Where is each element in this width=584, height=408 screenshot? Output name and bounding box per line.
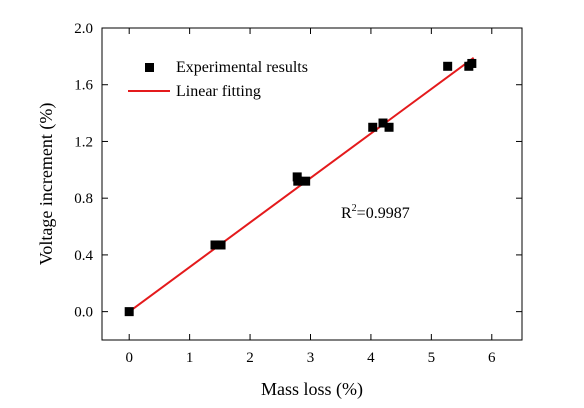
r-squared-base: R bbox=[341, 205, 352, 222]
x-tick-label: 4 bbox=[367, 350, 375, 366]
legend-label-linear: Linear fitting bbox=[176, 83, 261, 100]
x-tick-label: 0 bbox=[125, 350, 133, 366]
y-tick-label: 0.0 bbox=[74, 305, 93, 321]
x-axis-label: Mass loss (%) bbox=[261, 379, 363, 400]
y-tick-label: 1.6 bbox=[74, 78, 93, 94]
legend: Experimental results Linear fitting bbox=[128, 59, 308, 100]
data-point bbox=[216, 240, 226, 250]
data-point bbox=[210, 240, 220, 250]
x-tick-label: 3 bbox=[307, 350, 315, 366]
y-tick-label: 0.4 bbox=[74, 248, 93, 264]
r-squared-annotation: R2=0.9987 bbox=[341, 203, 410, 222]
data-point bbox=[443, 61, 453, 71]
data-point bbox=[368, 122, 378, 132]
axes: 0 1 2 3 4 5 6 0.0 0.4 0.8 1.2 1.6 2.0 bbox=[74, 21, 522, 366]
y-tick-label: 2.0 bbox=[74, 21, 93, 37]
data-point bbox=[293, 176, 303, 186]
data-point bbox=[301, 176, 311, 186]
data-point bbox=[124, 307, 134, 317]
y-tick-label: 1.2 bbox=[74, 134, 93, 150]
data-point bbox=[467, 58, 477, 68]
plot-frame bbox=[101, 27, 523, 341]
y-axis-label: Voltage increment (%) bbox=[36, 103, 57, 266]
x-tick-label: 5 bbox=[428, 350, 436, 366]
legend-label-experimental: Experimental results bbox=[176, 59, 308, 76]
x-tick-label: 1 bbox=[186, 350, 194, 366]
legend-marker-experimental bbox=[145, 63, 154, 72]
y-tick-label: 0.8 bbox=[74, 191, 93, 207]
x-tick-label: 6 bbox=[488, 350, 496, 366]
series-layer bbox=[124, 56, 477, 317]
data-point bbox=[384, 122, 394, 132]
x-tick-label: 2 bbox=[246, 350, 254, 366]
data-point bbox=[378, 118, 388, 128]
r-squared-value: =0.9987 bbox=[357, 205, 410, 222]
r-squared-superscript: 2 bbox=[352, 203, 357, 214]
